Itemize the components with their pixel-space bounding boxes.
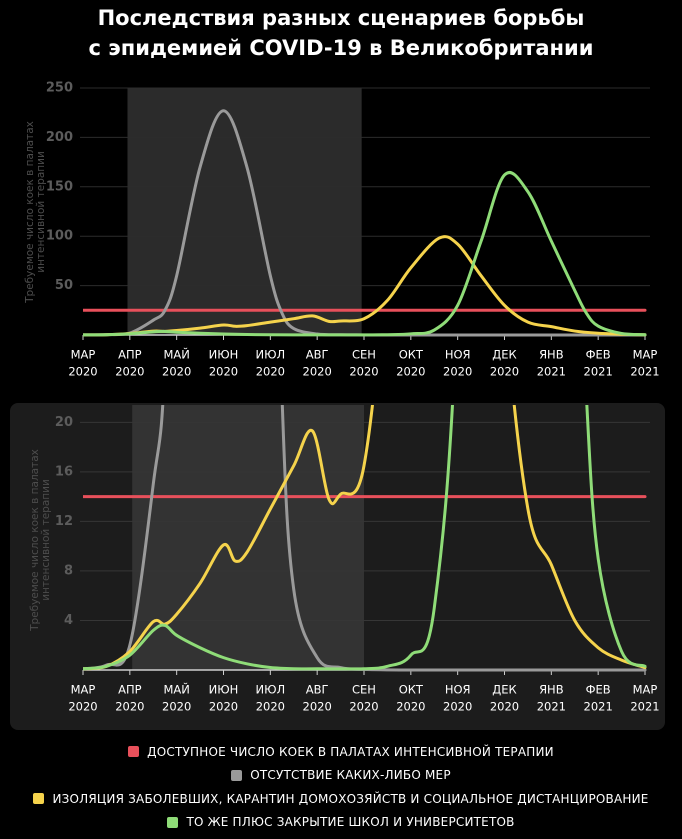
- x-tick-label: МАР: [71, 348, 96, 362]
- y-tick-label: 200: [46, 130, 73, 145]
- x-tick-label: АВГ: [306, 348, 329, 362]
- x-tick-label: ДЕК: [492, 348, 516, 362]
- legend-item: ОТСУТСТВИЕ КАКИХ-ЛИБО МЕР: [0, 764, 682, 788]
- y-tick-label: 150: [46, 179, 73, 194]
- x-tick-year: 2021: [584, 365, 613, 379]
- x-tick-year: 2021: [537, 700, 566, 714]
- y-tick-label: 50: [55, 278, 73, 293]
- x-tick-year: 2020: [303, 365, 332, 379]
- x-tick-label: ДЕК: [492, 683, 516, 697]
- x-tick-label: АПР: [118, 683, 142, 697]
- x-tick-label: СЕН: [352, 683, 376, 697]
- x-tick-year: 2020: [256, 365, 285, 379]
- x-tick-year: 2020: [396, 365, 425, 379]
- legend-item: ТО ЖЕ ПЛЮС ЗАКРЫТИЕ ШКОЛ И УНИВЕРСИТЕТОВ: [0, 811, 682, 835]
- x-tick-label: АПР: [118, 348, 142, 362]
- y-tick-label: 4: [64, 613, 73, 628]
- y-tick-label: 20: [55, 415, 73, 430]
- highlight-region: [127, 88, 362, 335]
- legend-swatch: [167, 816, 179, 828]
- x-tick-label: ИЮЛ: [255, 348, 285, 362]
- x-tick-year: 2020: [303, 700, 332, 714]
- x-tick-label: МАЙ: [163, 682, 189, 697]
- x-tick-label: ИЮН: [209, 348, 239, 362]
- y-tick-label: 100: [46, 229, 73, 244]
- title-line: с эпидемией COVID-19 в Великобритании: [89, 36, 594, 60]
- x-tick-year: 2020: [349, 365, 378, 379]
- series-line: [83, 405, 647, 671]
- x-tick-year: 2021: [630, 700, 659, 714]
- x-tick-year: 2020: [162, 700, 191, 714]
- highlight-region: [132, 405, 364, 670]
- x-tick-year: 2020: [209, 700, 238, 714]
- x-tick-label: АВГ: [306, 683, 329, 697]
- charts: Последствия разных сценариев борьбы с эп…: [10, 6, 665, 730]
- y-axis-label: Требуемое число коек в палатах: [29, 449, 41, 632]
- x-tick-year: 2020: [443, 700, 472, 714]
- x-tick-year: 2020: [68, 365, 97, 379]
- x-tick-year: 2021: [630, 365, 659, 379]
- x-tick-label: ЯНВ: [539, 348, 564, 362]
- legend: ДОСТУПНОЕ ЧИСЛО КОЕК В ПАЛАТАХ ИНТЕНСИВН…: [0, 740, 682, 834]
- legend-swatch: [231, 769, 243, 781]
- y-tick-label: 12: [55, 514, 73, 529]
- y-axis-label: Требуемое число коек в палатах: [24, 121, 36, 304]
- x-tick-label: ФЕВ: [586, 683, 611, 697]
- legend-label: ИЗОЛЯЦИЯ ЗАБОЛЕВШИХ, КАРАНТИН ДОМОХОЗЯЙС…: [52, 791, 649, 806]
- x-tick-label: ФЕВ: [586, 348, 611, 362]
- x-tick-year: 2020: [162, 365, 191, 379]
- y-tick-label: 250: [46, 81, 73, 96]
- x-tick-year: 2020: [443, 365, 472, 379]
- y-tick-label: 16: [55, 464, 73, 479]
- x-tick-year: 2020: [396, 700, 425, 714]
- x-tick-year: 2020: [349, 700, 378, 714]
- x-tick-year: 2020: [115, 365, 144, 379]
- x-tick-label: ЯНВ: [539, 683, 564, 697]
- x-tick-label: МАР: [633, 348, 658, 362]
- x-tick-label: ОКТ: [399, 683, 424, 697]
- x-tick-label: МАР: [71, 683, 96, 697]
- x-tick-year: 2020: [256, 700, 285, 714]
- x-tick-label: СЕН: [352, 348, 376, 362]
- series-group: [83, 405, 647, 672]
- legend-swatch: [33, 793, 45, 805]
- y-tick-label: 8: [64, 563, 73, 578]
- x-tick-label: МАЙ: [163, 347, 189, 362]
- x-tick-label: ИЮН: [209, 683, 239, 697]
- x-tick-label: НОЯ: [445, 683, 471, 697]
- series-line: [83, 109, 647, 337]
- x-tick-label: ИЮЛ: [255, 683, 285, 697]
- y-axis-label: интенсивной терапии: [40, 479, 52, 601]
- x-tick-year: 2020: [490, 700, 519, 714]
- x-tick-year: 2020: [115, 700, 144, 714]
- legend-item: ДОСТУПНОЕ ЧИСЛО КОЕК В ПАЛАТАХ ИНТЕНСИВН…: [0, 740, 682, 764]
- legend-label: ДОСТУПНОЕ ЧИСЛО КОЕК В ПАЛАТАХ ИНТЕНСИВН…: [147, 744, 554, 759]
- x-tick-label: НОЯ: [445, 348, 471, 362]
- legend-item: ИЗОЛЯЦИЯ ЗАБОЛЕВШИХ, КАРАНТИН ДОМОХОЗЯЙС…: [0, 787, 682, 811]
- series-line: [83, 405, 647, 671]
- x-tick-year: 2021: [537, 365, 566, 379]
- series-line: [83, 171, 647, 337]
- x-tick-year: 2020: [490, 365, 519, 379]
- legend-swatch: [128, 746, 140, 758]
- y-axis-label: интенсивной терапии: [35, 151, 47, 273]
- x-tick-year: 2020: [209, 365, 238, 379]
- x-tick-year: 2020: [68, 700, 97, 714]
- legend-label: ОТСУТСТВИЕ КАКИХ-ЛИБО МЕР: [250, 768, 451, 783]
- x-tick-year: 2021: [584, 700, 613, 714]
- title-line: Последствия разных сценариев борьбы: [98, 6, 585, 30]
- series-group: [83, 109, 647, 337]
- x-tick-label: МАР: [633, 683, 658, 697]
- legend-label: ТО ЖЕ ПЛЮС ЗАКРЫТИЕ ШКОЛ И УНИВЕРСИТЕТОВ: [186, 815, 515, 830]
- x-tick-label: ОКТ: [399, 348, 424, 362]
